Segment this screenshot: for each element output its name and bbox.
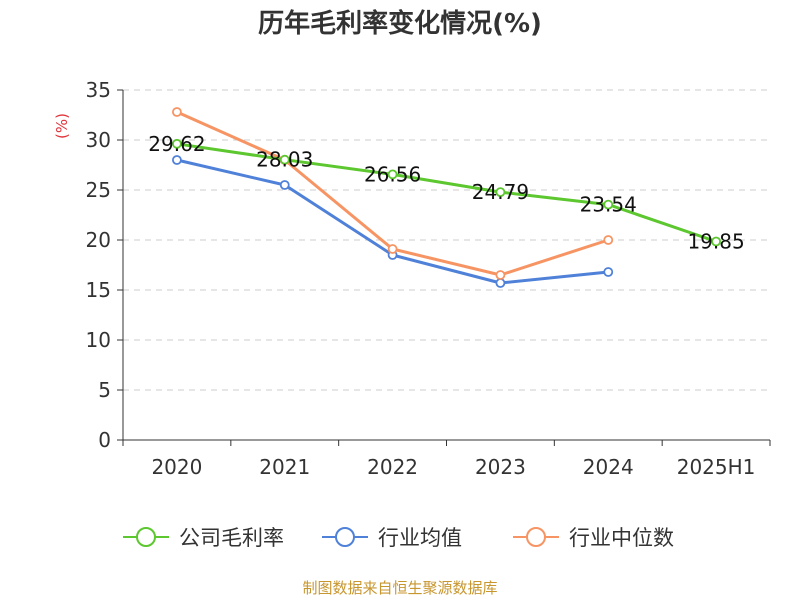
y-tick-label: 10 xyxy=(86,328,111,352)
data-label: 24.79 xyxy=(472,180,529,204)
legend-marker xyxy=(335,527,355,547)
y-tick-label: 0 xyxy=(98,428,111,452)
series-industry_median xyxy=(172,107,614,280)
legend-item: 公司毛利率 xyxy=(123,526,284,550)
data-point xyxy=(603,235,614,245)
y-axis-label: (%) xyxy=(53,113,71,139)
legend-label: 行业均值 xyxy=(378,526,462,550)
data-point xyxy=(279,180,290,190)
y-tick-label: 20 xyxy=(86,228,111,252)
y-tick-label: 25 xyxy=(86,178,111,202)
series-industry_avg xyxy=(172,155,614,288)
data-labels: 29.62 28.03 26.56 24.79 23.54 19.85 xyxy=(148,132,744,254)
data-point xyxy=(495,270,506,280)
chart-title: 历年毛利率变化情况(%) xyxy=(258,8,542,39)
data-point xyxy=(172,138,182,149)
data-label: 29.62 xyxy=(148,132,205,156)
x-tick-label: 2020 xyxy=(151,455,202,479)
series-lines xyxy=(172,107,721,288)
data-point xyxy=(603,267,614,277)
legend-marker xyxy=(136,527,156,547)
data-point xyxy=(495,187,506,198)
y-tick-label: 5 xyxy=(98,378,111,402)
data-point xyxy=(711,236,721,247)
legend-marker xyxy=(526,527,546,547)
legend-item: 行业中位数 xyxy=(513,526,674,550)
data-label: 19.85 xyxy=(687,230,744,254)
series-line xyxy=(176,142,717,243)
data-point xyxy=(495,278,506,288)
data-point xyxy=(387,169,398,180)
data-label: 28.03 xyxy=(256,148,313,172)
grid-lines xyxy=(123,89,770,391)
data-point xyxy=(279,154,290,165)
data-label: 26.56 xyxy=(364,162,421,186)
legend-label: 公司毛利率 xyxy=(179,526,284,550)
y-tick-label: 30 xyxy=(86,128,111,152)
legend: 公司毛利率 行业均值 行业中位数 xyxy=(123,526,674,550)
y-tick-label: 15 xyxy=(86,278,111,302)
x-tick-label: 2022 xyxy=(367,455,418,479)
x-tick-label: 2025H1 xyxy=(677,455,756,479)
data-point xyxy=(172,107,182,117)
data-point xyxy=(172,155,182,165)
series-company xyxy=(172,138,721,247)
legend-item: 行业均值 xyxy=(322,526,462,550)
data-label: 23.54 xyxy=(580,193,637,217)
data-point xyxy=(387,244,398,254)
y-tick-label: 35 xyxy=(86,78,111,102)
source-note: 制图数据来自恒生聚源数据库 xyxy=(302,579,497,597)
x-tick-label: 2023 xyxy=(475,455,526,479)
x-tick-label: 2021 xyxy=(259,455,310,479)
legend-label: 行业中位数 xyxy=(569,526,674,550)
axes: 0 5 10 15 20 25 30 35 2020 2021 2022 2023 2024 2025H1 xyxy=(86,78,771,479)
data-point xyxy=(603,199,614,210)
x-tick-label: 2024 xyxy=(583,455,634,479)
